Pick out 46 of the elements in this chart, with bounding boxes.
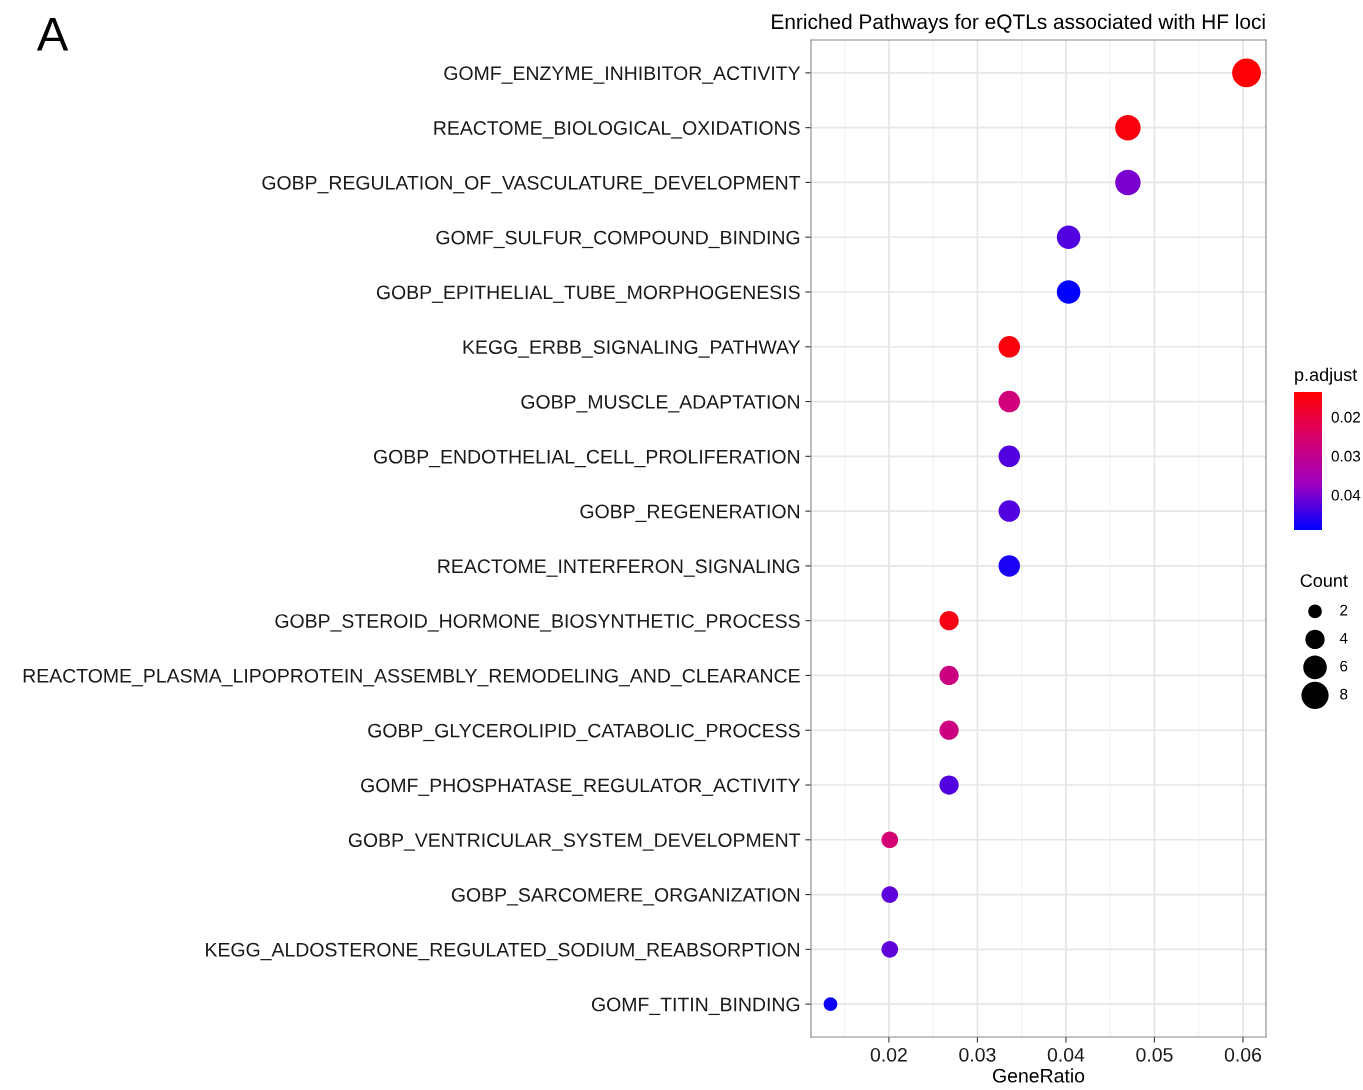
point — [939, 775, 959, 795]
y-tick-label: REACTOME_BIOLOGICAL_OXIDATIONS — [434, 121, 800, 139]
legend-label: 8 — [1340, 688, 1348, 700]
point — [998, 500, 1021, 522]
y-tick-label: GOBP_STEROID_HORMONE_BIOSYNTHETIC_PROCESS — [275, 614, 800, 632]
y-tick-label: GOBP_VENTRICULAR_SYSTEM_DEVELOPMENT — [348, 833, 801, 851]
point — [939, 720, 959, 740]
y-tick-label: GOMF_PHOSPHATASE_REGULATOR_ACTIVITY — [361, 778, 801, 796]
x-tick-label: 0.04 — [1047, 1047, 1085, 1062]
legend-label: 6 — [1340, 660, 1348, 672]
legend-label: 2 — [1340, 604, 1348, 616]
x-tick-label: 0.05 — [1136, 1047, 1173, 1062]
y-tick-label: GOMF_TITIN_BINDING — [591, 997, 800, 1016]
point — [998, 336, 1021, 358]
point — [998, 390, 1021, 413]
y-tick-label: GOBP_EPITHELIAL_TUBE_MORPHOGENESIS — [376, 285, 800, 303]
y-tick-label: REACTOME_PLASMA_LIPOPROTEIN_ASSEMBLY_REMODELING_AND_CLEARANCE — [23, 668, 800, 687]
y-tick-label: GOBP_GLYCEROLIPID_CATABOLIC_PROCESS — [368, 723, 800, 742]
x-tick-label: 0.06 — [1224, 1047, 1262, 1062]
y-tick-label: KEGG_ERBB_SIGNALING_PATHWAY — [463, 340, 801, 358]
point — [1056, 280, 1081, 304]
legend-title: Count — [1300, 574, 1348, 588]
y-tick-label: GOBP_REGENERATION — [580, 504, 799, 523]
point — [998, 555, 1021, 577]
color-bar-label: 0.04 — [1331, 489, 1361, 501]
x-tick-label: 0.03 — [959, 1047, 996, 1062]
point — [939, 665, 959, 686]
y-tick-label: REACTOME_INTERFERON_SIGNALING — [438, 559, 800, 577]
y-tick-label: GOMF_SULFUR_COMPOUND_BINDING — [436, 230, 800, 249]
point — [939, 611, 959, 631]
point — [998, 445, 1021, 468]
y-tick-label: KEGG_ALDOSTERONE_REGULATED_SODIUM_REABSORPTION — [206, 942, 799, 961]
text: A — [36, 18, 69, 51]
x-tick-label: 0.02 — [870, 1047, 907, 1062]
y-tick-label: GOBP_ENDOTHELIAL_CELL_PROLIFERATION — [374, 449, 799, 468]
color-bar-label: 0.03 — [1331, 450, 1361, 462]
y-tick-label: GOMF_ENZYME_INHIBITOR_ACTIVITY — [444, 66, 801, 84]
color-bar-title: p.adjust — [1295, 367, 1358, 385]
color-bar-label: 0.02 — [1331, 411, 1360, 423]
x-axis-title: GeneRatio — [993, 1068, 1085, 1083]
y-tick-label: GOBP_REGULATION_OF_VASCULATURE_DEVELOPMENT — [262, 175, 801, 194]
y-tick-label: GOBP_MUSCLE_ADAPTATION — [521, 395, 799, 413]
legend-label: 4 — [1339, 632, 1348, 644]
point — [1056, 225, 1081, 249]
y-tick-label: GOBP_SARCOMERE_ORGANIZATION — [451, 888, 799, 906]
chart-title: Enriched Pathways for eQTLs associated with HF loci — [772, 13, 1265, 34]
